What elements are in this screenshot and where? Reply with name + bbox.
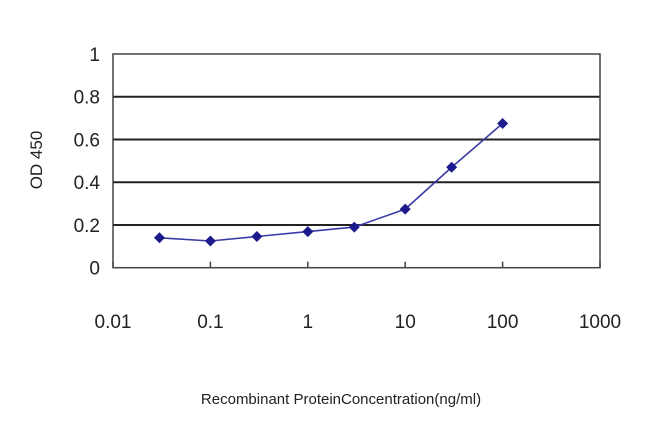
x-tick-label: 1 (303, 312, 314, 333)
data-point (251, 230, 263, 242)
y-tick-label: 0 (89, 259, 100, 280)
x-tick-label: 10 (395, 312, 416, 333)
y-tick-label: 0.6 (74, 130, 100, 151)
x-tick-label: 0.01 (95, 312, 132, 333)
y-tick-label: 0.2 (74, 216, 100, 237)
x-axis-ticks: 0.01 0.1 1 10 100 1000 (95, 261, 621, 333)
y-tick-label: 1 (89, 45, 100, 66)
data-point (497, 117, 509, 129)
plot-area-border (112, 53, 601, 269)
y-axis-label: OD 450 (27, 131, 46, 190)
grid-lines (113, 95, 600, 226)
series (153, 117, 509, 247)
x-tick-label: 0.1 (197, 312, 223, 333)
data-point (348, 221, 360, 233)
y-axis-ticks: 0 0.2 0.4 0.6 0.8 1 (74, 45, 101, 280)
series-line (159, 122, 504, 242)
data-point (446, 161, 458, 173)
data-point (302, 226, 314, 238)
data-point (399, 203, 411, 215)
y-tick-label: 0.4 (74, 173, 101, 194)
x-axis-label: Recombinant ProteinConcentration(ng/ml) (201, 391, 481, 408)
y-tick-label: 0.8 (74, 88, 100, 109)
data-point (204, 235, 216, 247)
x-tick-label: 100 (487, 312, 519, 333)
x-tick-label: 1000 (579, 312, 621, 333)
data-point (153, 232, 165, 244)
